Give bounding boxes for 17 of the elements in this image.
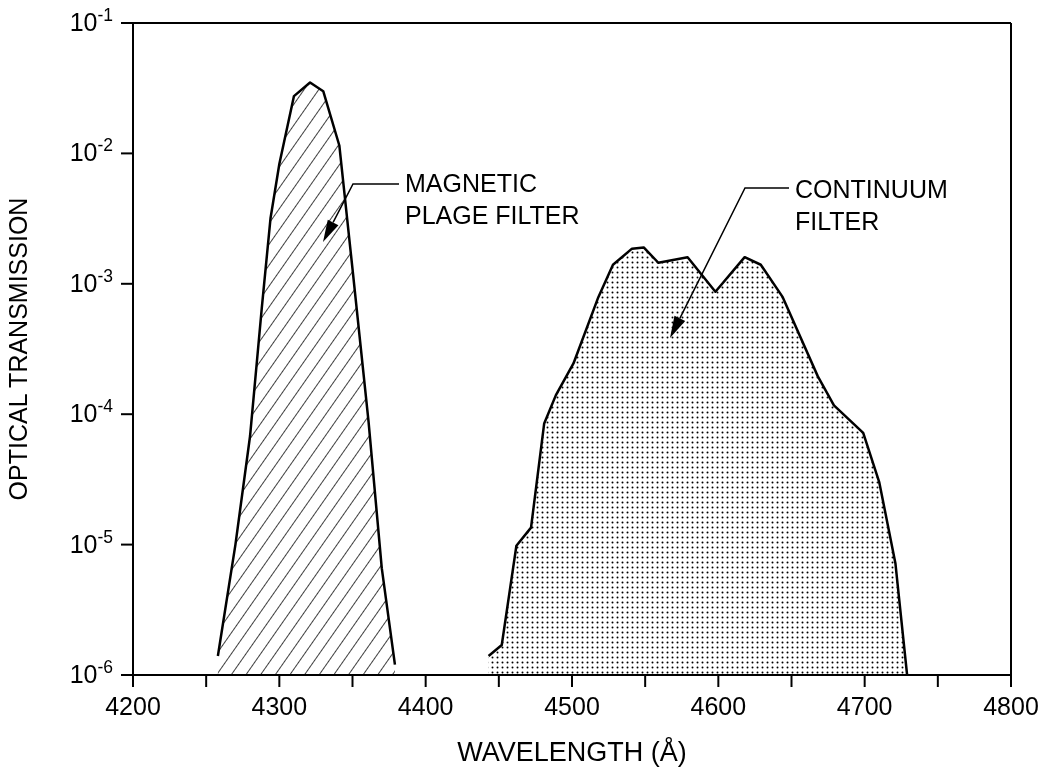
y-tick-label: 10$^{-5}$ xyxy=(69,526,113,558)
annotation: MAGNETIC PLAGE FILTER xyxy=(405,169,580,229)
y-tick-label: 10$^{-2}$ xyxy=(69,135,113,167)
x-tick-label: 4400 xyxy=(397,692,454,720)
x-tick-label: 4700 xyxy=(836,692,893,720)
y-axis-title: OPTICAL TRANSMISSION xyxy=(3,197,32,501)
x-tick-label: 4800 xyxy=(983,692,1039,720)
annotation: CONTINUUM FILTER xyxy=(795,175,948,235)
x-tick-label: 4300 xyxy=(251,692,308,720)
y-tick-label: 10$^{-1}$ xyxy=(69,5,113,36)
x-axis-title: WAVELENGTH (Å) xyxy=(457,736,687,767)
y-tick-label: 10$^{-3}$ xyxy=(69,265,113,297)
x-tick-label: 4500 xyxy=(544,692,600,720)
x-tick-label: 4200 xyxy=(105,692,161,720)
y-tick-label: 10$^{-6}$ xyxy=(69,657,113,688)
y-tick-label: 10$^{-4}$ xyxy=(69,396,114,428)
x-tick-label: 4600 xyxy=(690,692,747,720)
